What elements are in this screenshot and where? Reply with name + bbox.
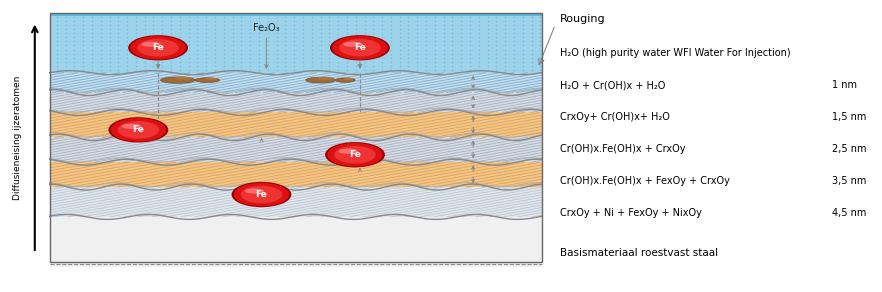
- Ellipse shape: [340, 39, 381, 57]
- Ellipse shape: [108, 117, 168, 142]
- Text: Diffusieneising ijzeratomen: Diffusieneising ijzeratomen: [12, 75, 22, 199]
- Text: 1,5 nm: 1,5 nm: [833, 112, 867, 122]
- Text: 1 nm: 1 nm: [833, 80, 857, 90]
- Text: 3,5 nm: 3,5 nm: [833, 176, 867, 186]
- Text: CrxOy + Ni + FexOy + NixOy: CrxOy + Ni + FexOy + NixOy: [560, 208, 701, 218]
- Ellipse shape: [138, 39, 179, 57]
- Text: Cr(OH)x.Fe(OH)x + FexOy + CrxOy: Cr(OH)x.Fe(OH)x + FexOy + CrxOy: [560, 176, 729, 186]
- Text: Rouging: Rouging: [560, 14, 605, 24]
- Bar: [49, 93, 542, 112]
- Ellipse shape: [335, 78, 355, 82]
- Ellipse shape: [131, 36, 186, 60]
- Bar: [49, 187, 542, 217]
- Ellipse shape: [334, 146, 376, 164]
- Text: Fe: Fe: [132, 125, 145, 134]
- Ellipse shape: [333, 36, 387, 60]
- Ellipse shape: [205, 78, 217, 80]
- Ellipse shape: [318, 77, 333, 80]
- Ellipse shape: [234, 183, 289, 206]
- Bar: [49, 13, 542, 262]
- Text: Fe: Fe: [349, 150, 361, 159]
- Bar: [49, 73, 542, 93]
- Bar: [49, 137, 542, 162]
- Ellipse shape: [343, 42, 363, 47]
- Ellipse shape: [330, 35, 390, 60]
- Bar: [49, 112, 542, 137]
- Ellipse shape: [327, 143, 383, 166]
- Bar: [49, 13, 542, 73]
- Text: H₂O + Cr(OH)x + H₂O: H₂O + Cr(OH)x + H₂O: [560, 80, 665, 90]
- Text: Fe₂O₃: Fe₂O₃: [253, 23, 280, 33]
- Bar: [49, 162, 542, 187]
- Ellipse shape: [175, 77, 191, 80]
- Ellipse shape: [245, 188, 265, 194]
- Text: CrxOy+ Cr(OH)x+ H₂O: CrxOy+ Cr(OH)x+ H₂O: [560, 112, 669, 122]
- Ellipse shape: [141, 42, 161, 47]
- Text: Cr(OH)x.Fe(OH)x + CrxOy: Cr(OH)x.Fe(OH)x + CrxOy: [560, 144, 685, 154]
- Bar: [49, 217, 542, 267]
- Text: H₂O (high purity water WFI Water For Injection): H₂O (high purity water WFI Water For Inj…: [560, 48, 790, 58]
- Ellipse shape: [122, 124, 141, 129]
- Ellipse shape: [325, 142, 385, 167]
- Ellipse shape: [161, 77, 195, 83]
- Text: Fe: Fe: [256, 190, 267, 199]
- Ellipse shape: [339, 149, 358, 154]
- Text: Fe: Fe: [354, 43, 366, 52]
- Text: Basismateriaal roestvast staal: Basismateriaal roestvast staal: [560, 248, 718, 258]
- Ellipse shape: [241, 186, 282, 203]
- Text: 2,5 nm: 2,5 nm: [833, 144, 867, 154]
- Bar: [49, 13, 542, 16]
- Ellipse shape: [110, 118, 166, 142]
- Ellipse shape: [117, 121, 159, 139]
- Ellipse shape: [232, 182, 291, 207]
- Ellipse shape: [128, 35, 188, 60]
- Text: 4,5 nm: 4,5 nm: [833, 208, 867, 218]
- Ellipse shape: [343, 78, 353, 80]
- Ellipse shape: [195, 78, 220, 82]
- Ellipse shape: [306, 77, 335, 83]
- Text: Fe: Fe: [152, 43, 164, 52]
